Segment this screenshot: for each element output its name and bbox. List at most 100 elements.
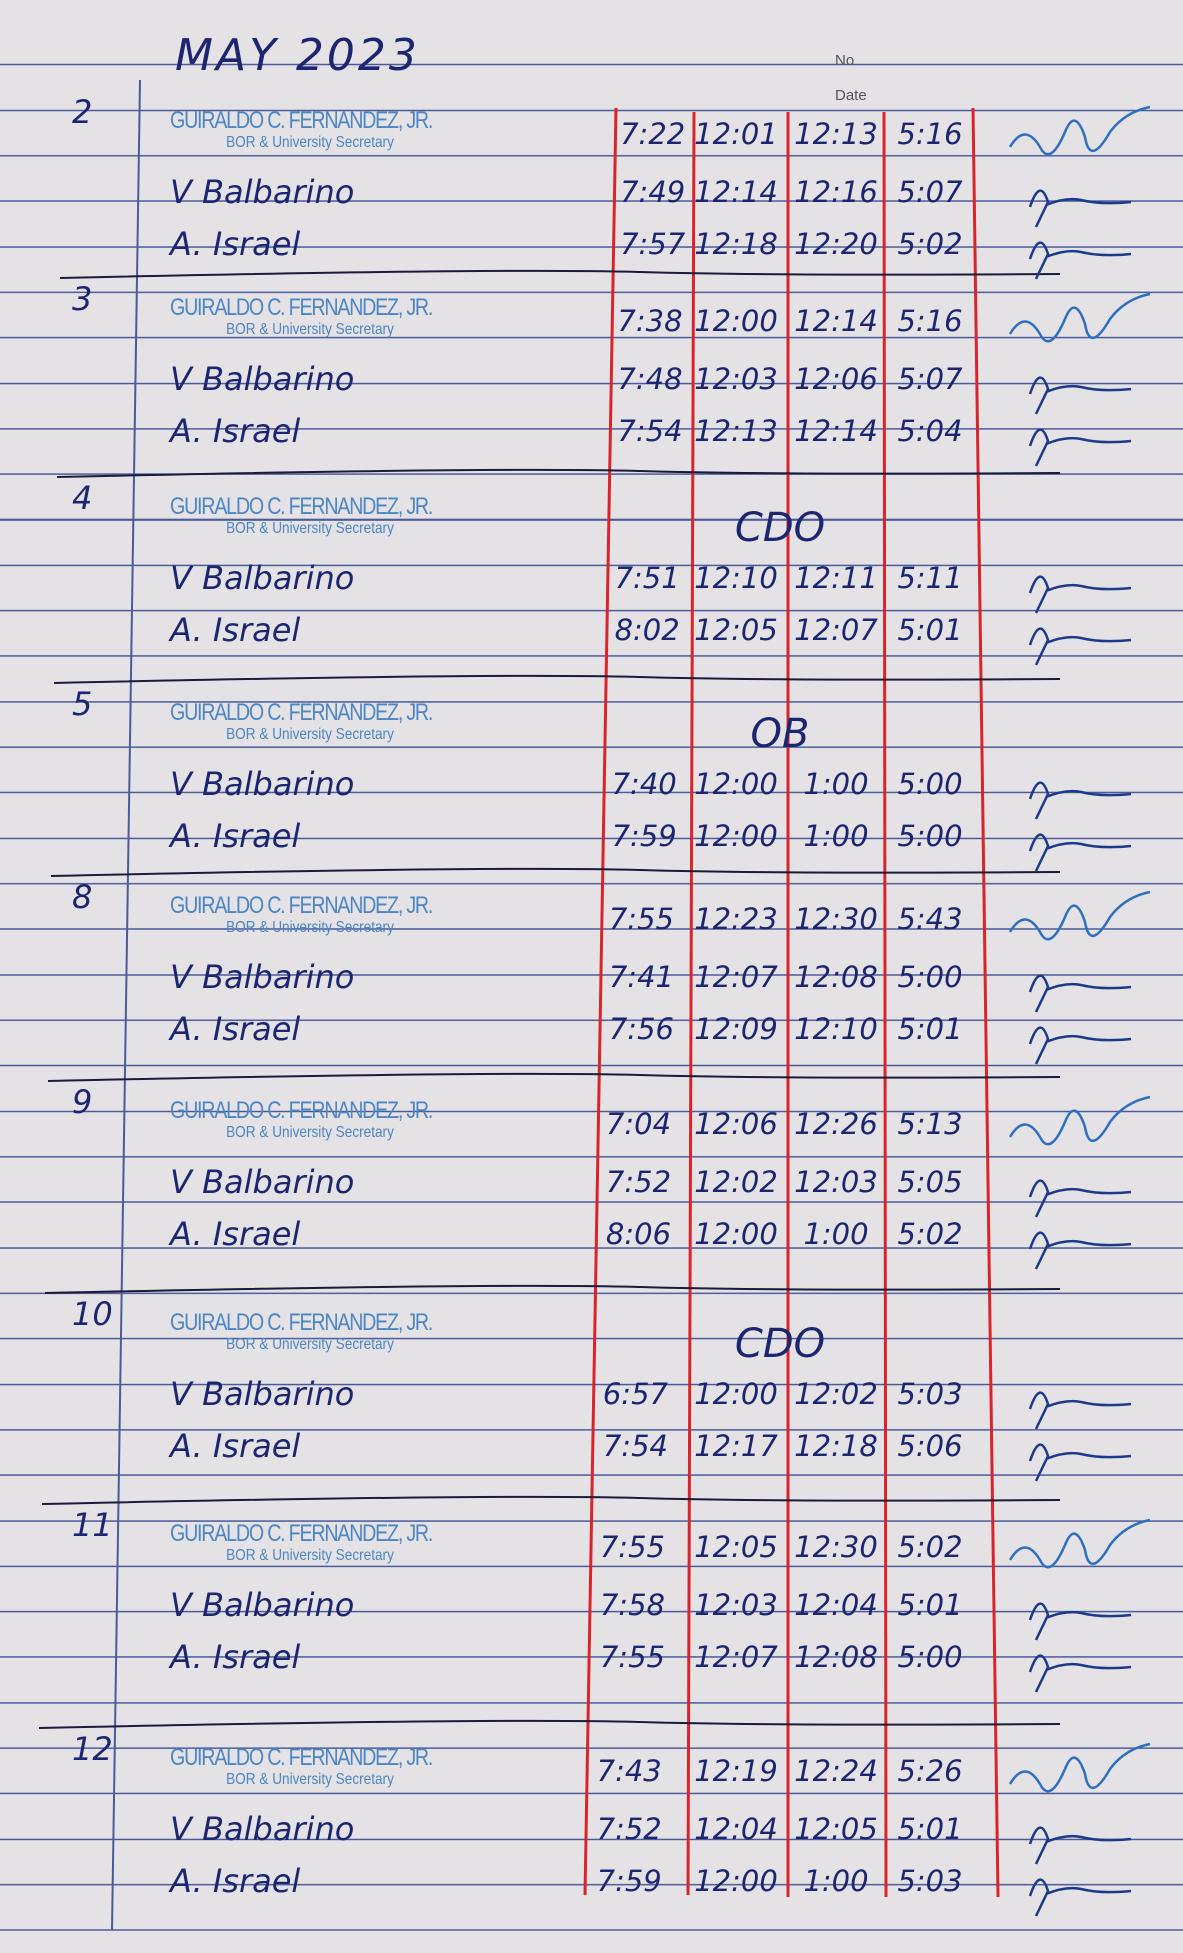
time-entry: 5:01 — [897, 613, 963, 647]
stamp-position: BOR & University Secretary — [226, 1336, 394, 1353]
time-entry: 5:02 — [897, 1217, 963, 1251]
day-number: 10 — [72, 1295, 113, 1333]
signature — [1008, 292, 1151, 343]
time-entry: 1:00 — [803, 767, 869, 801]
secretary-stamp: GUIRALDO C. FERNANDEZ, JR. BOR & Univers… — [170, 296, 450, 338]
time-entry: 5:00 — [897, 960, 963, 994]
day-separator — [41, 1495, 1061, 1505]
time-entry: 5:07 — [897, 362, 963, 396]
time-entry: 7:54 — [617, 414, 683, 448]
stamp-position: BOR & University Secretary — [226, 1771, 394, 1788]
day-number: 3 — [72, 280, 93, 318]
time-entry: 7:48 — [617, 362, 683, 396]
time-entry: 6:57 — [602, 1377, 668, 1411]
time-entry: 7:51 — [614, 561, 680, 595]
time-entry: 5:11 — [897, 561, 963, 595]
stamp-position: BOR & University Secretary — [226, 321, 394, 338]
secretary-stamp: GUIRALDO C. FERNANDEZ, JR. BOR & Univers… — [170, 1099, 450, 1141]
time-entry: 12:13 — [694, 414, 778, 448]
stamp-position: BOR & University Secretary — [226, 726, 394, 743]
time-entry: 5:00 — [897, 1640, 963, 1674]
column-rule — [971, 107, 1000, 1898]
time-entry: 12:05 — [694, 1530, 778, 1564]
time-entry: 12:19 — [694, 1754, 778, 1788]
day-entry: 9 GUIRALDO C. FERNANDEZ, JR. BOR & Unive… — [0, 1083, 1183, 1283]
time-entry: 5:13 — [897, 1107, 963, 1141]
day-number: 2 — [72, 93, 93, 131]
stamp-position: BOR & University Secretary — [226, 520, 394, 537]
signature — [1028, 1391, 1132, 1430]
signature — [1028, 833, 1132, 872]
signature — [1028, 1443, 1132, 1482]
signature — [1028, 974, 1132, 1013]
time-entry: 12:10 — [694, 561, 778, 595]
time-entry: 12:06 — [794, 362, 878, 396]
time-entry: 7:55 — [599, 1640, 665, 1674]
time-entry: 12:01 — [694, 117, 778, 151]
time-entry: 5:43 — [897, 902, 963, 936]
stamp-position: BOR & University Secretary — [226, 1547, 394, 1564]
employee-name: A. Israel — [170, 412, 301, 450]
day-entry: 11 GUIRALDO C. FERNANDEZ, JR. BOR & Univ… — [0, 1506, 1183, 1706]
day-number: 12 — [72, 1730, 113, 1768]
time-entry: 12:05 — [694, 613, 778, 647]
time-entry: 5:00 — [897, 819, 963, 853]
time-entry: 7:04 — [605, 1107, 672, 1141]
time-entry: 7:41 — [608, 960, 674, 994]
time-entry: 12:20 — [794, 227, 878, 261]
stamp-position: BOR & University Secretary — [226, 919, 394, 936]
time-entry: 12:08 — [794, 960, 878, 994]
secretary-stamp: GUIRALDO C. FERNANDEZ, JR. BOR & Univers… — [170, 109, 450, 151]
time-entry: 7:56 — [608, 1012, 674, 1046]
time-entry: 12:00 — [694, 1217, 778, 1251]
employee-name: V Balbarino — [170, 173, 355, 211]
signature — [1028, 376, 1132, 415]
stamp-name: GUIRALDO C. FERNANDEZ, JR. — [170, 699, 433, 726]
signature — [1008, 1095, 1151, 1146]
no-label: No — [835, 52, 855, 69]
time-entry: 12:02 — [794, 1377, 878, 1411]
time-entry: 7:43 — [596, 1754, 662, 1788]
day-entry: 3 GUIRALDO C. FERNANDEZ, JR. BOR & Unive… — [0, 280, 1183, 480]
time-entry: 7:54 — [602, 1429, 668, 1463]
time-entry: 12:04 — [794, 1588, 878, 1622]
secretary-stamp: GUIRALDO C. FERNANDEZ, JR. BOR & Univers… — [170, 1311, 450, 1353]
stamp-name: GUIRALDO C. FERNANDEZ, JR. — [170, 493, 433, 520]
employee-name: A. Israel — [170, 1638, 301, 1676]
time-entry: 12:16 — [794, 175, 878, 209]
signature — [1028, 189, 1132, 228]
time-entry: 5:26 — [897, 1754, 963, 1788]
page-title: MAY 2023 — [175, 30, 420, 81]
time-entry: 5:03 — [897, 1864, 963, 1898]
time-entry: 12:18 — [794, 1429, 878, 1463]
time-entry: 12:09 — [694, 1012, 778, 1046]
day-number: 11 — [72, 1506, 113, 1544]
signature — [1028, 428, 1132, 467]
employee-name: A. Israel — [170, 1427, 301, 1465]
column-rule — [686, 111, 696, 1896]
time-entry: 7:49 — [620, 175, 686, 209]
day-separator — [50, 867, 1061, 877]
employee-name: A. Israel — [170, 1010, 301, 1048]
time-entry: 7:38 — [617, 304, 683, 338]
day-separator — [56, 468, 1061, 478]
employee-name: V Balbarino — [170, 765, 355, 803]
time-entry: 5:04 — [897, 414, 963, 448]
time-entry: 12:14 — [794, 414, 878, 448]
time-entry: 12:30 — [794, 1530, 878, 1564]
time-entry: 5:01 — [897, 1812, 963, 1846]
time-entry: 5:02 — [897, 1530, 963, 1564]
time-entry: 12:00 — [694, 1377, 778, 1411]
time-entry: 12:18 — [694, 227, 778, 261]
time-entry: 8:02 — [614, 613, 680, 647]
time-entry: 12:04 — [694, 1812, 778, 1846]
time-entry: 5:01 — [897, 1012, 963, 1046]
time-entry: 12:17 — [694, 1429, 778, 1463]
day-entry: 2 GUIRALDO C. FERNANDEZ, JR. BOR & Unive… — [0, 93, 1183, 293]
employee-name: V Balbarino — [170, 1375, 355, 1413]
time-entry: 12:00 — [694, 819, 778, 853]
employee-name: A. Israel — [170, 817, 301, 855]
day-separator — [38, 1719, 1061, 1729]
time-entry: 12:02 — [694, 1165, 778, 1199]
time-entry: 5:05 — [897, 1165, 963, 1199]
